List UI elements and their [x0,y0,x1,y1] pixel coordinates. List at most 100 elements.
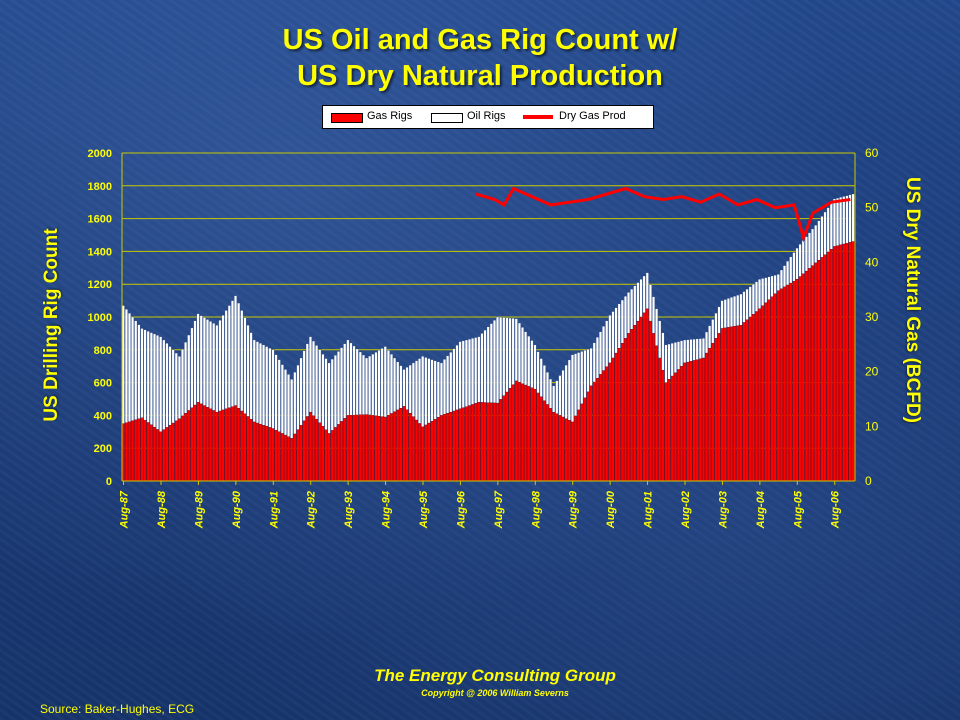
gas-rig-bar [383,416,387,482]
gas-rig-bar [695,359,699,482]
oil-rig-bar [829,203,833,250]
oil-rig-bar [324,358,328,431]
gas-rig-bar [736,325,740,482]
gas-rig-bar [814,262,818,482]
gas-rig-bar [493,402,496,482]
y-tick-label-right: 10 [865,419,879,433]
oil-rig-bar [804,236,808,272]
gas-rig-bar [299,425,303,482]
gas-rig-bar [321,426,325,482]
gas-rig-bar [521,383,524,482]
oil-rig-bar [695,338,699,360]
oil-rig-bar [187,334,191,411]
gas-rig-bar [362,414,365,482]
gas-rig-bar [795,279,799,482]
gas-rig-bar [249,419,253,482]
oil-rig-bar [134,320,138,420]
gas-rig-bar [318,422,322,482]
oil-rig-bar [602,326,606,371]
gas-rig-bar [343,418,347,482]
gas-rig-bar [418,423,421,482]
x-tick-label: Aug-91 [268,491,280,529]
gas-rig-bar [789,282,793,482]
oil-rig-bar [290,379,294,439]
oil-rig-bar [218,320,222,412]
oil-rig-bar [624,296,627,339]
oil-rig-bar [627,292,630,334]
oil-rig-bar [705,331,708,354]
legend-swatch-gas-rigs [331,113,363,123]
gas-rig-bar [143,420,147,482]
gas-rig-bar [496,402,499,482]
oil-rig-bar [352,345,356,416]
oil-rig-bar [496,316,499,404]
oil-rig-bar [493,320,496,404]
gas-rig-bar [146,422,150,482]
gas-rig-bar [190,407,194,482]
gas-rig-bar [664,382,668,482]
oil-rig-bar [330,358,334,431]
oil-rig-bar [680,340,683,367]
gas-rig-bar [577,409,581,482]
gas-rig-bar [742,322,746,482]
oil-rig-bar [402,369,406,407]
gas-rig-bar [792,281,796,482]
y-tick-label-left: 0 [106,476,112,488]
oil-rig-bar [206,319,209,408]
gas-rig-bar [580,403,584,482]
oil-rig-bar [433,360,437,420]
oil-rig-bar [215,325,219,413]
oil-rig-bar [764,277,768,303]
gas-rig-bar [402,406,406,482]
oil-rig-bar [614,307,618,354]
gas-rig-bar [574,415,577,482]
oil-rig-bar [349,342,353,416]
gas-rig-bar [277,431,281,482]
oil-rig-bar [193,320,197,406]
gas-rig-bar [215,411,219,482]
gas-rig-bar [764,302,768,482]
oil-rig-bar [262,344,266,426]
oil-rig-bar [655,308,659,346]
oil-rig-bar [177,356,181,419]
gas-rig-bar [667,379,671,482]
oil-rig-bar [358,351,362,416]
gas-rig-bar [536,392,540,482]
gas-rig-bar [686,361,690,482]
oil-rig-bar [243,317,247,414]
oil-rig-bar [789,256,793,284]
oil-rig-bar [305,343,309,417]
gas-rig-bar [274,430,278,482]
gas-rig-bar [433,419,437,482]
oil-rig-bar [327,362,331,434]
oil-rig-bar [455,345,459,411]
gas-rig-bar [755,311,758,482]
y-tick-label-right: 50 [865,201,879,215]
oil-rig-bar [321,354,325,427]
gas-rig-bar [284,434,287,482]
x-tick-label: Aug-97 [493,490,505,529]
y-tick-label-left: 1200 [88,279,112,291]
oil-rig-bar [312,340,315,416]
gas-rig-bar [259,423,262,482]
oil-rig-bar [508,317,512,389]
oil-rig-bar [421,356,425,428]
gas-rig-bar [246,416,250,482]
gas-rig-bar [149,424,153,482]
gas-rig-bar [689,361,693,482]
oil-rig-bar [212,323,216,411]
oil-rig-bar [842,196,846,245]
gas-rig-bar [517,382,521,482]
gas-rig-bar [823,254,827,482]
gas-rig-bar [224,408,228,482]
gas-rig-bar [502,395,506,482]
gas-rig-bar [293,433,297,482]
oil-rig-bar [471,338,475,405]
oil-rig-bar [424,357,428,426]
oil-rig-bar [343,343,347,419]
y-tick-label-right: 30 [865,310,879,324]
oil-rig-bar [633,285,637,326]
oil-rig-bar [355,348,359,416]
oil-rig-bar [124,309,128,423]
oil-rig-bar [486,326,490,403]
